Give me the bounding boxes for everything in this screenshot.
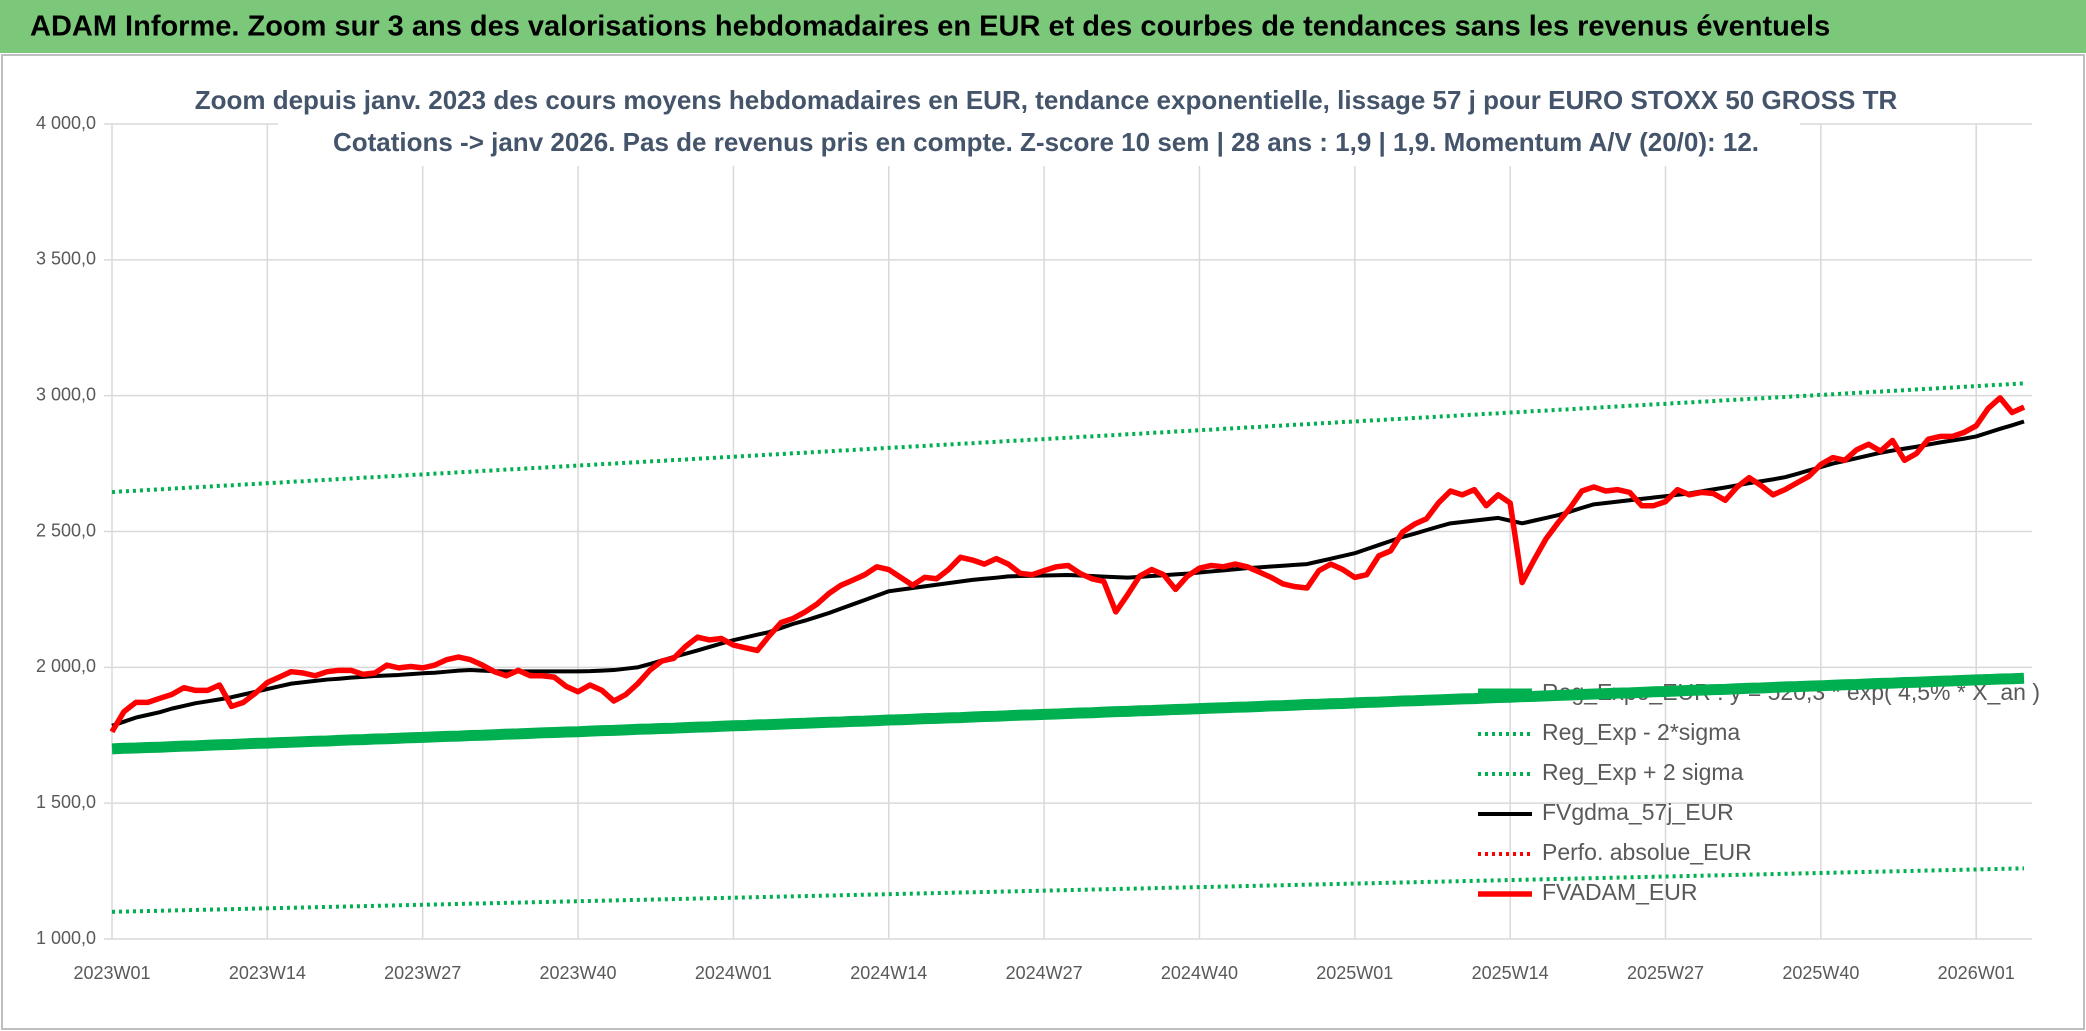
x-tick-label: 2025W14 bbox=[1472, 963, 1549, 983]
x-tick-label: 2024W01 bbox=[695, 963, 772, 983]
legend-label: Reg_Exp + 2 sigma bbox=[1542, 759, 1744, 785]
x-tick-label: 2024W40 bbox=[1161, 963, 1238, 983]
x-tick-label: 2025W40 bbox=[1782, 963, 1859, 983]
y-tick-label: 3 500,0 bbox=[36, 249, 96, 269]
y-tick-label: 2 000,0 bbox=[36, 656, 96, 676]
legend-label: Perfo. absolue_EUR bbox=[1542, 839, 1752, 865]
header-bar bbox=[0, 0, 2086, 53]
series-line bbox=[111, 381, 2025, 495]
x-tick-label: 2025W01 bbox=[1316, 963, 1393, 983]
series-line bbox=[111, 672, 2025, 755]
chart-subtitle: Cotations -> janv 2026. Pas de revenus p… bbox=[333, 127, 1759, 157]
x-tick-label: 2026W01 bbox=[1938, 963, 2015, 983]
x-tick-label: 2023W40 bbox=[540, 963, 617, 983]
y-tick-label: 4 000,0 bbox=[36, 113, 96, 133]
x-tick-label: 2024W14 bbox=[850, 963, 927, 983]
title-background bbox=[278, 80, 1800, 166]
y-tick-label: 2 500,0 bbox=[36, 520, 96, 540]
x-tick-label: 2025W27 bbox=[1627, 963, 1704, 983]
x-tick-label: 2023W14 bbox=[229, 963, 306, 983]
y-tick-label: 3 000,0 bbox=[36, 384, 96, 404]
legend-label: FVADAM_EUR bbox=[1542, 879, 1698, 905]
series-line bbox=[109, 395, 2026, 734]
x-tick-label: 2024W27 bbox=[1006, 963, 1083, 983]
chart-frame bbox=[1, 54, 2085, 1030]
legend-label: Reg_Exp - 2*sigma bbox=[1542, 719, 1740, 745]
y-tick-label: 1 500,0 bbox=[36, 792, 96, 812]
y-tick-label: 1 000,0 bbox=[36, 928, 96, 948]
x-tick-label: 2023W27 bbox=[384, 963, 461, 983]
legend-label: FVgdma_57j_EUR bbox=[1542, 799, 1734, 825]
header-title: ADAM Informe. Zoom sur 3 ans des valoris… bbox=[30, 11, 1830, 43]
chart-title: Zoom depuis janv. 2023 des cours moyens … bbox=[195, 85, 1898, 115]
x-tick-label: 2023W01 bbox=[73, 963, 150, 983]
